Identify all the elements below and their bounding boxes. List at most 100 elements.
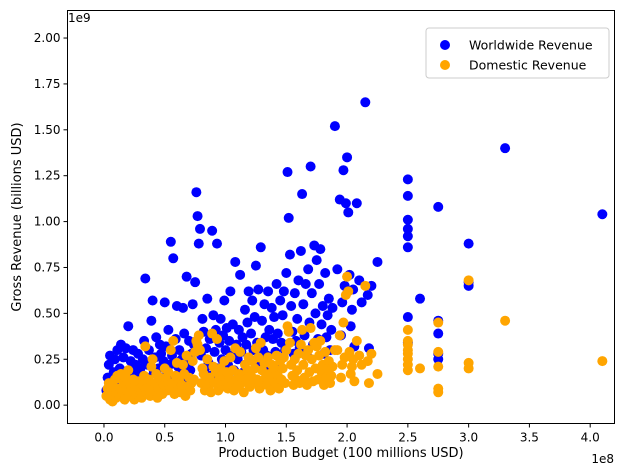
legend-marker-worldwide <box>440 40 450 50</box>
data-point <box>140 341 151 352</box>
data-point <box>402 312 413 323</box>
data-point <box>336 372 346 383</box>
data-point <box>329 121 340 132</box>
data-point <box>415 363 426 374</box>
data-point <box>343 207 354 218</box>
data-point <box>146 315 157 326</box>
data-point <box>415 293 426 304</box>
ticks-layer: 0.0 0.5 1.0 1.5 2.0 2.5 3.0 3.5 4.0 0.00 0.25 0.50 0… <box>34 31 600 444</box>
data-point <box>363 378 374 389</box>
y-tick-label: 1.00 <box>34 215 61 229</box>
data-point <box>219 295 230 306</box>
data-point <box>235 269 246 280</box>
data-point <box>327 361 338 372</box>
data-point <box>433 387 444 398</box>
data-point <box>500 143 511 154</box>
data-point <box>179 328 190 339</box>
data-point <box>177 359 188 370</box>
data-point <box>265 385 276 396</box>
x-tick-label: 3.0 <box>459 431 478 445</box>
data-point <box>463 363 474 374</box>
data-point <box>278 286 289 297</box>
data-point <box>349 376 360 387</box>
data-point <box>297 324 308 335</box>
data-point <box>277 310 288 321</box>
data-point <box>256 315 267 326</box>
x-tick-label: 1.0 <box>216 431 235 445</box>
data-point <box>168 335 179 346</box>
data-point <box>271 279 282 289</box>
data-point <box>433 201 444 212</box>
data-point <box>163 324 174 335</box>
data-point <box>146 361 157 372</box>
legend-label-domestic: Domestic Revenue <box>469 58 587 73</box>
data-point <box>297 189 308 200</box>
data-point <box>315 244 326 255</box>
data-point <box>247 295 258 306</box>
data-point <box>295 245 306 256</box>
data-point <box>212 238 223 249</box>
y-tick-label: 0.75 <box>34 260 61 274</box>
data-point <box>366 348 377 359</box>
y-tick-label: 1.50 <box>34 123 61 137</box>
data-point <box>323 293 334 304</box>
data-point <box>191 187 202 198</box>
data-point <box>264 324 275 335</box>
x-tick-label: 2.0 <box>338 431 357 445</box>
data-point <box>197 313 208 324</box>
data-point <box>303 345 314 356</box>
data-point <box>332 264 343 275</box>
data-point <box>433 328 444 339</box>
data-point <box>303 264 314 275</box>
data-point <box>306 288 317 299</box>
data-point <box>311 255 322 266</box>
data-point <box>402 365 413 376</box>
data-point <box>356 297 367 308</box>
data-point <box>255 337 266 348</box>
data-point <box>140 273 151 284</box>
data-point <box>246 328 257 339</box>
data-point <box>159 297 170 308</box>
x-tick-label: 0.0 <box>94 431 113 445</box>
legend-marker-domestic <box>440 60 450 70</box>
data-point <box>241 339 252 350</box>
y-tick-label: 2.00 <box>34 31 61 45</box>
data-point <box>300 279 311 289</box>
y-offset-label: 1e9 <box>68 11 91 25</box>
data-point <box>354 350 365 361</box>
data-point <box>284 249 295 260</box>
data-point <box>433 354 444 365</box>
data-point <box>190 277 201 288</box>
data-point <box>277 363 288 374</box>
data-point <box>326 324 337 335</box>
data-point <box>360 97 371 108</box>
data-point <box>215 313 226 324</box>
data-point <box>195 345 205 356</box>
data-point <box>402 174 413 185</box>
data-point <box>202 354 213 365</box>
data-point <box>433 346 444 357</box>
data-point <box>181 271 192 282</box>
data-point <box>292 313 303 324</box>
data-point <box>283 212 294 223</box>
data-point <box>315 335 326 346</box>
data-point <box>272 328 283 339</box>
data-point <box>402 214 413 225</box>
data-point <box>320 346 331 357</box>
data-point <box>402 223 413 234</box>
data-point <box>316 319 327 330</box>
data-point <box>295 339 306 350</box>
data-point <box>342 152 353 163</box>
data-point <box>305 161 316 172</box>
x-tick-label: 3.5 <box>520 431 539 445</box>
data-point <box>280 378 291 389</box>
data-point <box>433 361 444 372</box>
data-point <box>346 304 357 315</box>
data-point <box>284 337 295 348</box>
data-point <box>338 317 349 328</box>
data-point <box>187 299 198 310</box>
legend-box <box>425 27 610 79</box>
data-point <box>212 334 223 345</box>
x-tick-label: 2.5 <box>398 431 417 445</box>
